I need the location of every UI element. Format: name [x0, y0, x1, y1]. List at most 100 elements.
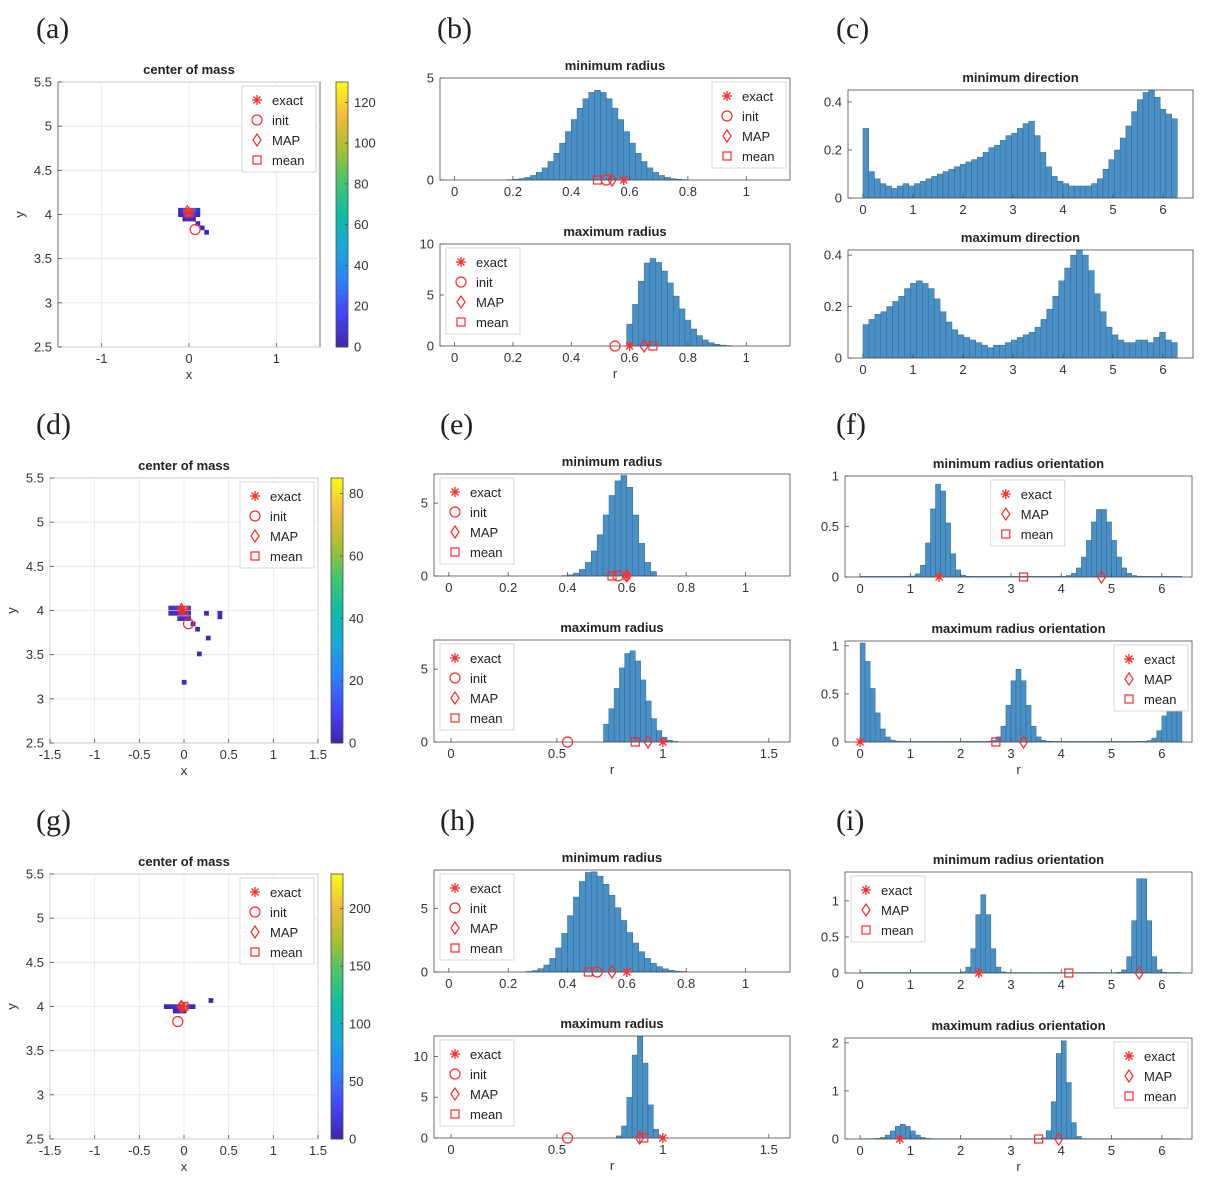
histogram-bar [908, 185, 915, 199]
panel-label-a: (a) [36, 12, 69, 45]
y-tick-label: 5 [37, 515, 44, 530]
histogram-bar [662, 968, 669, 973]
histogram-bar [1137, 99, 1144, 199]
marker-exact [894, 1134, 905, 1144]
histogram-bar [1148, 89, 1155, 199]
x-tick-label: 5 [1108, 581, 1115, 596]
legend-label-mean: mean [470, 545, 503, 560]
x-tick-label: 0.6 [621, 350, 639, 365]
histogram-bar [975, 342, 982, 359]
legend-marker-exact [1000, 489, 1011, 499]
histogram-bar [571, 119, 578, 181]
colorbar-segment [331, 1112, 343, 1118]
marker-mean [1064, 968, 1074, 978]
y-tick-label: 1 [832, 469, 839, 484]
histogram-bar [935, 483, 941, 578]
marker-exact [184, 206, 194, 217]
y-tick-label: 5 [421, 496, 428, 511]
legend: exact init MAP mean [241, 85, 317, 173]
colorbar-segment [331, 614, 343, 620]
legend-label-exact: exact [742, 89, 773, 104]
colorbar-segment [331, 1077, 343, 1083]
histogram-bar [590, 871, 598, 973]
colorbar-segment [336, 157, 348, 162]
colorbar-segment [331, 650, 343, 656]
colorbar-segment [331, 918, 343, 924]
histogram-bar [1060, 1040, 1067, 1140]
x-tick-label: 0.8 [679, 350, 697, 365]
x-tick-label: 1.5 [760, 1142, 778, 1157]
colorbar-segment [331, 561, 343, 567]
marker-map [1096, 569, 1107, 585]
marker-exact-stroke [185, 207, 193, 216]
legend-label-exact: exact [470, 881, 501, 896]
histogram-bar [696, 335, 703, 347]
y-tick-label: 2.5 [34, 340, 52, 355]
colorbar-segment [331, 517, 343, 523]
histogram-bar [959, 164, 967, 199]
histogram-bar [1094, 293, 1101, 359]
colorbar-segment [336, 95, 348, 101]
histogram-bar [642, 1062, 649, 1139]
histogram-bar [975, 914, 982, 974]
y-tick-label: 5 [421, 662, 428, 677]
subplot-i2: 0 1 2 3 4 5 6 0 1 2 maximum radius orientation r exa… [832, 1018, 1193, 1174]
colorbar-segment [336, 99, 348, 105]
histogram-bar [608, 894, 616, 973]
histogram-bar [971, 159, 978, 199]
colorbar-segment [336, 298, 348, 304]
legend-marker-exact-stroke [862, 886, 870, 894]
x-tick-label: 0 [180, 747, 187, 762]
histogram-bar [965, 966, 971, 974]
histogram-bar [637, 1036, 643, 1139]
y-tick-label: 2.5 [26, 1132, 44, 1147]
colorbar: 0 50 100 150 200 [330, 873, 371, 1147]
colorbar-segment [336, 218, 348, 224]
legend-label-exact: exact [270, 885, 301, 900]
legend-label-mean: mean [470, 941, 503, 956]
histogram-bar [1017, 128, 1024, 199]
legend-marker-exact [450, 1049, 460, 1059]
legend-label-init: init [470, 901, 487, 916]
marker-init [591, 966, 603, 978]
colorbar-segment [331, 1028, 343, 1034]
legend-marker-map [722, 128, 732, 144]
panel-label-g: (g) [36, 804, 71, 837]
histogram-bar [1015, 669, 1022, 743]
heatmap-cell [181, 610, 187, 616]
legend-marker-exact-stroke [1001, 490, 1010, 498]
histogram-bar [1105, 326, 1113, 359]
marker-exact-stroke [622, 968, 631, 976]
colorbar-segment [331, 707, 343, 713]
legend-label-mean: mean [1144, 692, 1177, 707]
colorbar-segment [331, 553, 343, 558]
colorbar-segment [331, 690, 343, 695]
histogram-bar [1097, 178, 1104, 199]
histogram-bar [884, 736, 891, 743]
chart-title: maximum radius orientation [931, 1018, 1105, 1033]
legend-marker-exact [861, 885, 871, 895]
y-tick-label: 3.5 [34, 251, 52, 266]
histogram-bar [1129, 342, 1137, 359]
x-tick-label: 1 [742, 580, 749, 595]
histogram-bar [862, 128, 869, 199]
histogram-bar [1086, 540, 1092, 578]
colorbar-segment [331, 1050, 343, 1056]
histogram-bar [549, 958, 556, 973]
colorbar: 0 20 40 60 80 100 120 [335, 81, 376, 355]
histogram-bar [1000, 725, 1007, 743]
histogram-bar [910, 283, 917, 359]
legend-marker-mean [1124, 694, 1134, 704]
chart-title: maximum radius orientation [931, 621, 1105, 636]
legend: exact init MAP mean [439, 477, 515, 565]
colorbar-segment [331, 495, 343, 501]
histogram-bar [950, 553, 956, 578]
colorbar-tick-label: 200 [349, 901, 371, 916]
colorbar-segment [331, 904, 343, 910]
x-axis-label: r [613, 366, 618, 381]
colorbar-frame [335, 81, 349, 348]
x-tick-label: 4 [1058, 581, 1065, 596]
colorbar-segment [331, 984, 343, 990]
histogram-bar [646, 167, 654, 181]
colorbar-segment [331, 931, 343, 937]
